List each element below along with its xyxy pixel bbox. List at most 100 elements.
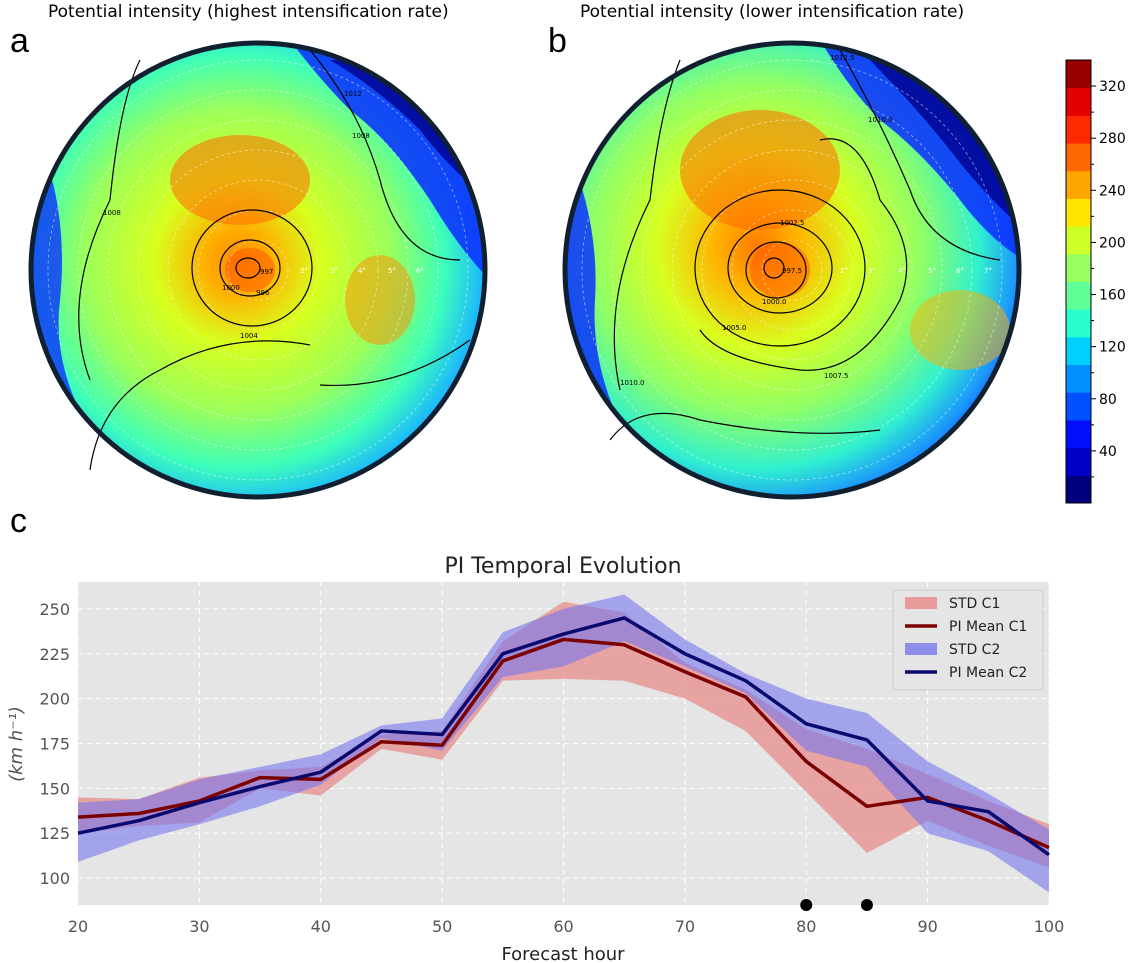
panel-b-field <box>565 43 1019 497</box>
colorbar-swatch <box>1066 198 1091 227</box>
colorbar-tick-label: 120 <box>1099 340 1126 356</box>
ring-label: 2° <box>840 267 848 275</box>
contour-label: 1007.5 <box>824 372 849 380</box>
legend-label: PI Mean C2 <box>949 665 1027 681</box>
colorbar-swatch <box>1066 115 1091 144</box>
pi-mean-c2-line <box>77 616 1051 857</box>
x-tick-label: 90 <box>917 917 937 936</box>
colorbar-swatch <box>1066 143 1091 172</box>
x-tick-label: 70 <box>675 917 695 936</box>
ring-label: 3° <box>330 267 338 275</box>
contour-label: 996 <box>256 289 270 297</box>
colorbar-tick-label: 80 <box>1099 392 1117 408</box>
legend-swatch <box>905 643 937 655</box>
contour-label: 1010.0 <box>868 116 893 124</box>
y-tick-label: 200 <box>39 690 70 709</box>
colorbar-swatch <box>1066 309 1091 338</box>
contour-label: 1008 <box>103 209 121 217</box>
colorbar-swatch <box>1066 226 1091 255</box>
ring-label: 6° <box>956 267 964 275</box>
colorbar-tick-label: 40 <box>1099 444 1117 460</box>
ring-label: 3° <box>868 267 876 275</box>
colorbar-tick-label: 160 <box>1099 288 1126 304</box>
y-axis: 100 125 150 175 200 225 250 <box>39 600 70 888</box>
panel-a-ring-labels: 2° 3° 4° 5° 6° <box>300 267 424 275</box>
panel-b-frame <box>562 40 1022 500</box>
contour-label: 1008 <box>352 132 370 140</box>
event-marker <box>800 899 813 911</box>
colorbar-swatch <box>1066 253 1091 282</box>
colorbar-tick-label: 320 <box>1099 79 1126 95</box>
colorbar-swatch <box>1066 170 1091 199</box>
legend-label: STD C1 <box>949 596 1000 612</box>
panel-b-ring-labels: 2° 3° 4° 5° 6° 7° <box>840 267 992 275</box>
y-tick-label: 125 <box>39 824 70 843</box>
contour-label: 1005.0 <box>722 324 747 332</box>
ring-label: 5° <box>388 267 396 275</box>
colorbar-swatch <box>1066 392 1091 421</box>
colorbar-tick-label: 280 <box>1099 131 1126 147</box>
contour-label: 1012.5 <box>830 54 855 62</box>
contour-label: 1004 <box>240 332 258 340</box>
contour-label: 1000 <box>222 284 240 292</box>
chart-title: PI Temporal Evolution <box>444 554 681 579</box>
legend-label: STD C2 <box>949 642 1000 658</box>
colorbar-tick-label: 240 <box>1099 183 1126 199</box>
y-tick-label: 250 <box>39 600 70 619</box>
x-tick-label: 40 <box>311 917 331 936</box>
legend-swatch <box>905 597 937 609</box>
colorbar-swatch <box>1066 475 1091 504</box>
legend: STD C1 PI Mean C1 STD C2 PI Mean C2 <box>892 589 1044 691</box>
pi-chart: PI Temporal Evolution 20 30 40 50 60 70 80 90 10… <box>6 554 1064 963</box>
contour-label: 1000.0 <box>762 298 787 306</box>
legend-label: PI Mean C1 <box>949 619 1027 635</box>
colorbar-swatch <box>1066 447 1091 476</box>
panel-b-contours <box>609 49 1001 441</box>
x-tick-label: 50 <box>432 917 452 936</box>
colorbar-tick-label: 200 <box>1099 235 1126 251</box>
panel-b-rings <box>581 59 1003 481</box>
x-tick-label: 80 <box>796 917 816 936</box>
colorbar-swatch <box>1066 419 1091 449</box>
ring-label: 5° <box>928 267 936 275</box>
contour-label: 997.5 <box>782 267 802 275</box>
mean-lines <box>77 616 1051 857</box>
ring-label: 4° <box>358 267 366 275</box>
contour-label: 1012 <box>344 90 362 98</box>
panel-a-frame <box>28 40 488 500</box>
colorbar-swatch <box>1066 364 1091 393</box>
colorbar-swatch <box>1066 87 1091 116</box>
event-markers <box>800 899 873 911</box>
event-marker <box>860 899 873 911</box>
x-axis: 20 30 40 50 60 70 80 90 100 <box>68 917 1064 936</box>
ring-label: 6° <box>416 267 424 275</box>
panel-a-contours <box>78 49 471 471</box>
panel-b-title: Potential intensity (lower intensificati… <box>580 2 965 22</box>
std-bands <box>78 594 1049 893</box>
x-tick-label: 60 <box>553 917 573 936</box>
x-tick-label: 30 <box>189 917 209 936</box>
contour-label: 1002.5 <box>780 219 805 227</box>
colorbar: 40 80 120 160 200 240 280 320 <box>1065 59 1126 504</box>
panel-b-contour-labels: 1012.5 1010.0 1010.0 1007.5 1005.0 1002.… <box>620 54 893 387</box>
legend-box <box>892 589 1044 691</box>
panel-b-letter: b <box>548 22 567 60</box>
polar-maps: 1012 1008 1008 1004 1000 996 997 2° 3° 4… <box>28 40 1022 500</box>
colorbar-swatch <box>1066 336 1091 366</box>
std-band-c2 <box>78 594 1049 893</box>
panel-a-rings <box>47 59 469 481</box>
y-tick-label: 225 <box>39 645 70 664</box>
y-tick-label: 100 <box>39 869 70 888</box>
pi-mean-c1-line <box>77 637 1050 850</box>
y-tick-label: 175 <box>39 735 70 754</box>
contour-label: 997 <box>260 268 273 276</box>
ring-label: 2° <box>300 267 308 275</box>
ring-label: 4° <box>898 267 906 275</box>
y-tick-label: 150 <box>39 779 70 798</box>
colorbar-swatch <box>1066 60 1091 89</box>
panel-a-contour-labels: 1012 1008 1008 1004 1000 996 997 <box>103 90 370 340</box>
colorbar-swatch <box>1066 281 1091 310</box>
y-axis-label: (km h⁻¹) <box>6 706 27 782</box>
contour-label: 1010.0 <box>620 379 645 387</box>
x-tick-label: 100 <box>1034 917 1065 936</box>
